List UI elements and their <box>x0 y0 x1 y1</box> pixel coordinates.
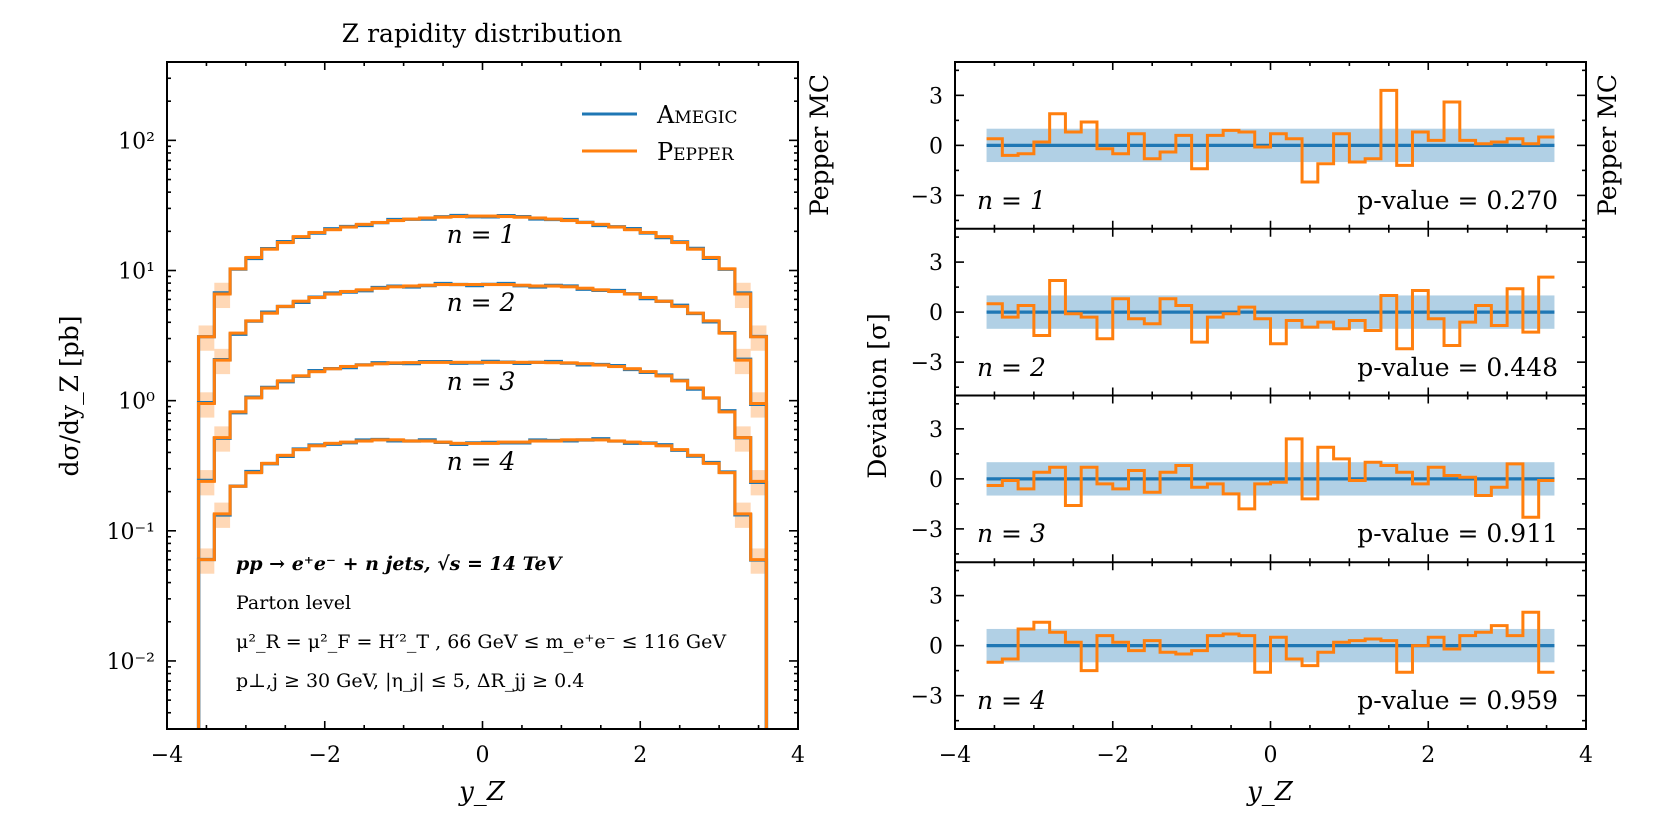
deviation-plots: −3 0 3 −3 0 3 −3 0 3 −3 0 3 −4 −2 0 2 4 Deviation [σ] y_… <box>863 61 1622 807</box>
main-y-tick-label: 10¹ <box>118 260 155 285</box>
main-x-tick-label: 2 <box>633 743 647 768</box>
panel2-n-label: n = 2 <box>977 353 1046 382</box>
deviation-content <box>986 88 1555 674</box>
main-y-tick-label: 10² <box>118 129 155 154</box>
main-side-label: Pepper MC <box>805 74 834 216</box>
deviation-y-tick-label: 0 <box>929 468 943 493</box>
panel3-n-label: n = 3 <box>977 519 1046 548</box>
deviation-x-tick-label: 4 <box>1579 743 1593 768</box>
main-distribution-plot: −4 −2 0 2 4 10⁻² 10⁻¹ 10⁰ 10¹ 10² Z rapidity dist… <box>55 19 834 807</box>
deviation-side-label: Pepper MC <box>1593 74 1622 216</box>
deviation-y-tick-label: 0 <box>929 301 943 326</box>
pepper-curve-n1 <box>197 214 768 729</box>
curve-label-n3: n = 3 <box>447 367 516 396</box>
main-x-tick-label: −4 <box>151 743 183 768</box>
main-plot-title: Z rapidity distribution <box>342 19 622 48</box>
curve-label-n1: n = 1 <box>447 220 516 249</box>
deviation-x-tick-label: −2 <box>1097 743 1129 768</box>
deviation-y-tick-label: −3 <box>911 351 943 376</box>
panel1-n-label: n = 1 <box>977 186 1046 215</box>
legend-amegic-label: Amegic <box>656 101 737 129</box>
legend-pepper-label: Pepper <box>657 138 735 166</box>
main-x-axis-label: y_Z <box>458 777 506 807</box>
deviation-y-tick-label: 3 <box>929 418 943 443</box>
main-y-tick-label: 10⁰ <box>118 390 155 415</box>
deviation-y-tick-label: 3 <box>929 585 943 610</box>
scales-annotation: μ²_R = μ²_F = H′²_T , 66 GeV ≤ m_e⁺e⁻ ≤ … <box>236 631 726 653</box>
main-y-axis-label: dσ/dy_Z [pb] <box>55 316 84 477</box>
process-annotation: pp → e⁺e⁻ + n jets, √s = 14 TeV <box>236 553 564 575</box>
cuts-annotation: p⊥,j ≥ 30 GeV, |η_j| ≤ 5, ΔR_jj ≥ 0.4 <box>236 670 584 692</box>
main-y-tick-label: 10⁻² <box>107 650 155 675</box>
deviation-x-axis-label: y_Z <box>1246 777 1294 807</box>
deviation-y-tick-label: −3 <box>911 518 943 543</box>
distribution-curves <box>196 213 769 729</box>
deviation-line-panel3 <box>986 437 1555 519</box>
deviation-y-tick-label: −3 <box>911 184 943 209</box>
deviation-y-tick-label: 0 <box>929 635 943 660</box>
main-x-tick-label: −2 <box>309 743 341 768</box>
panel1-pvalue: p-value = 0.270 <box>1357 186 1558 215</box>
curve-label-n4: n = 4 <box>447 447 516 476</box>
deviation-ticks: −3 0 3 −3 0 3 −3 0 3 −3 0 3 −4 −2 0 2 4 <box>911 62 1593 768</box>
deviation-x-tick-label: 2 <box>1421 743 1435 768</box>
deviation-x-tick-label: 0 <box>1264 743 1278 768</box>
pepper-curve-n4 <box>197 438 768 729</box>
deviation-line-panel4 <box>986 610 1555 674</box>
deviation-y-tick-label: 3 <box>929 84 943 109</box>
deviation-y-tick-label: 3 <box>929 251 943 276</box>
deviation-y-tick-label: 0 <box>929 134 943 159</box>
level-annotation: Parton level <box>236 592 351 614</box>
deviation-x-tick-label: −4 <box>939 743 971 768</box>
deviation-y-tick-label: −3 <box>911 685 943 710</box>
pepper-curve-n3 <box>197 360 768 729</box>
deviation-y-axis-label: Deviation [σ] <box>863 313 892 479</box>
panel4-n-label: n = 4 <box>977 686 1046 715</box>
curve-label-n2: n = 2 <box>447 288 516 317</box>
panel3-pvalue: p-value = 0.911 <box>1357 519 1558 548</box>
legend: Amegic Pepper <box>582 101 737 166</box>
pepper-curve-n2 <box>197 283 768 729</box>
deviation-line-panel2 <box>986 275 1555 351</box>
main-x-tick-label: 0 <box>476 743 490 768</box>
deviation-line-panel1 <box>986 88 1555 184</box>
panel4-pvalue: p-value = 0.959 <box>1357 686 1558 715</box>
main-y-tick-label: 10⁻¹ <box>107 520 155 545</box>
main-x-tick-label: 4 <box>791 743 805 768</box>
main-plot-ticks: −4 −2 0 2 4 10⁻² 10⁻¹ 10⁰ 10¹ 10² <box>107 61 805 768</box>
panel2-pvalue: p-value = 0.448 <box>1357 353 1558 382</box>
